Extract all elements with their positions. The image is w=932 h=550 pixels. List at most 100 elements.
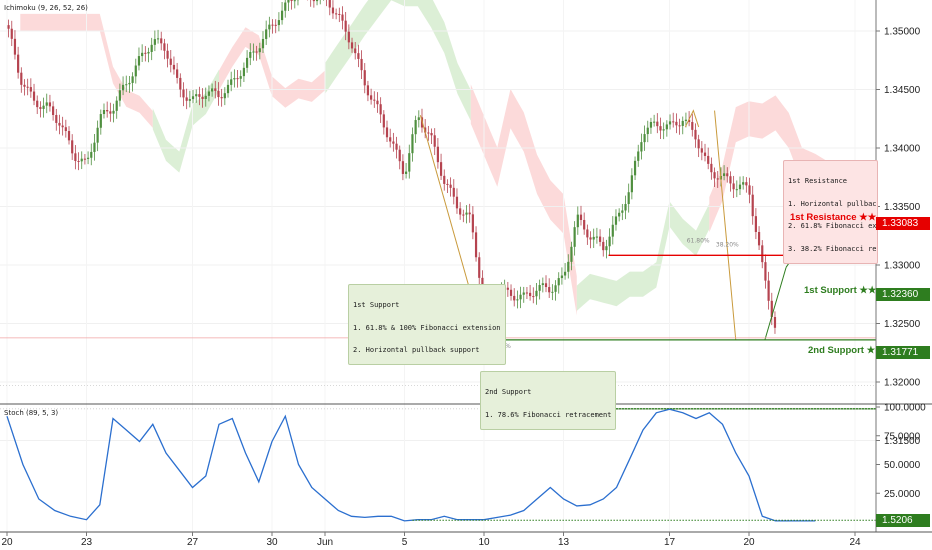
stoch-tick-label: 25.0000 [884, 489, 921, 500]
candle-body [544, 283, 548, 288]
candle-body [640, 142, 643, 152]
candle-body [350, 42, 354, 49]
candle-body [32, 91, 36, 101]
candle-body [643, 134, 646, 143]
candle-body [93, 142, 96, 152]
candle-body [71, 140, 74, 154]
candle-body [729, 176, 732, 184]
candle-body [58, 122, 61, 126]
candle-body [598, 236, 602, 242]
candle-body [261, 38, 265, 49]
time-tick-label: 17 [664, 537, 676, 548]
time-tick-label: 20 [1, 537, 13, 548]
candle-body [637, 151, 640, 161]
time-tick-label: 27 [187, 537, 199, 548]
candle-body [331, 7, 335, 14]
price-tick-label: 1.32000 [884, 378, 921, 389]
candle-body [80, 158, 83, 162]
candle-body [732, 183, 735, 190]
candle-body [662, 129, 665, 131]
candle-body [64, 127, 67, 132]
first-support-label: 1st Support ★★ [804, 285, 877, 296]
candle-body [633, 160, 637, 176]
candle-body [42, 105, 45, 109]
candle-body [144, 52, 147, 54]
candle-body [236, 78, 239, 80]
candle-body [519, 294, 522, 300]
price-tick-label: 1.34000 [884, 144, 921, 155]
candle-body [707, 155, 710, 164]
first-resistance-note-line: 2. 61.8% Fibonacci exten [788, 222, 877, 230]
candle-body [678, 125, 681, 127]
candle-body [703, 152, 707, 156]
candle-body [672, 121, 675, 123]
candle-body [684, 119, 688, 121]
candle-body [557, 278, 560, 286]
candle-body [439, 162, 443, 176]
candle-body [700, 148, 703, 153]
candle-body [649, 121, 653, 128]
candle-body [665, 124, 668, 130]
ichimoku-cloud-segment [20, 13, 153, 128]
candle-body [459, 208, 462, 215]
candle-body [160, 38, 163, 44]
candle-body [697, 139, 700, 149]
candle-body [767, 280, 770, 301]
fib-swing-line [714, 110, 737, 340]
candle-body [45, 102, 48, 106]
candle-body [621, 210, 624, 213]
second-support-note-line: 1. 78.6% Fibonacci retracement [485, 410, 612, 419]
candle-body [576, 214, 579, 228]
candle-body [586, 229, 589, 238]
candle-body [570, 246, 573, 262]
candle-body [478, 257, 481, 278]
candle-body [335, 13, 338, 15]
candle-body [74, 153, 77, 161]
candle-body [347, 31, 350, 43]
time-tick-label: 23 [81, 537, 93, 548]
price-tick-label: 1.33500 [884, 202, 921, 213]
candle-body [465, 212, 468, 215]
candle-body [738, 184, 742, 190]
candle-body [147, 51, 150, 54]
price-tick-label: 1.34500 [884, 85, 921, 96]
candle-body [233, 78, 236, 80]
candle-body [172, 64, 176, 70]
candle-body [560, 275, 564, 279]
price-tick-label: 1.31500 [884, 436, 921, 447]
candle-body [525, 292, 529, 294]
ichimoku-cloud-segment [152, 69, 219, 173]
candle-body [226, 84, 230, 94]
candle-body [134, 65, 137, 77]
candle-body [102, 110, 106, 115]
candle-body [404, 171, 408, 174]
candle-body [627, 192, 630, 205]
candle-body [681, 120, 684, 126]
price-tick-label: 1.33000 [884, 261, 921, 272]
candle-body [90, 151, 93, 158]
candle-body [137, 56, 141, 66]
candle-body [217, 90, 220, 98]
candle-body [188, 99, 191, 101]
candle-body [36, 100, 39, 108]
candle-body [67, 131, 71, 141]
candle-body [506, 287, 509, 290]
candle-body [370, 95, 373, 100]
price-tick-label: 1.35000 [884, 27, 921, 38]
candle-body [77, 160, 80, 162]
candle-body [280, 10, 284, 21]
candle-body [659, 126, 662, 131]
candle-body [516, 299, 519, 301]
first-resistance-note: 1st Resistance 1. Horizontal pullback re… [783, 160, 878, 264]
candle-body [611, 224, 614, 237]
grid [0, 0, 876, 532]
candle-body [773, 317, 777, 328]
second-support-note-title: 2nd Support [485, 388, 532, 396]
time-tick-label: 13 [558, 537, 570, 548]
candle-body [52, 106, 55, 116]
candle-body [366, 85, 370, 96]
candle-body [61, 125, 64, 128]
candle-body [198, 94, 201, 97]
candle-body [7, 25, 10, 29]
time-tick-label: 30 [266, 537, 278, 548]
